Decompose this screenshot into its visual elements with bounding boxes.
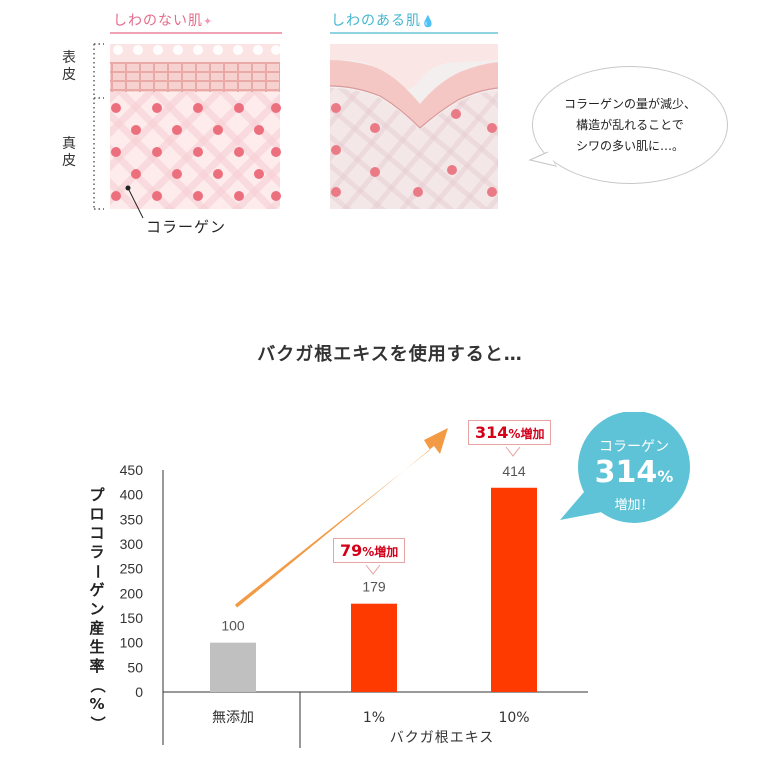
- dermis-label: 真皮: [62, 136, 76, 169]
- bar-value-label: 414: [502, 463, 526, 479]
- y-tick-label: 150: [120, 610, 144, 626]
- y-axis-label-char: ロ: [89, 505, 105, 523]
- sparkle-icon: ✦: [203, 15, 214, 28]
- headline: バクガ根エキスを使用すると…: [257, 344, 523, 365]
- y-axis-label-char: 産: [89, 619, 105, 637]
- no-wrinkle-skin-title: しわのない肌✦: [113, 13, 214, 29]
- y-axis-label-char: ラ: [89, 543, 105, 561]
- y-tick-label: 250: [120, 561, 144, 577]
- callout-1pct-suffix: 増加: [374, 545, 399, 559]
- y-tick-label: 0: [135, 684, 143, 700]
- y-tick-label: 400: [120, 487, 144, 503]
- y-axis-label-char: 生: [89, 638, 105, 656]
- y-axis-label-char: %: [89, 695, 105, 713]
- layer-bracket: [93, 43, 104, 210]
- procollagen-bar-chart: 0 50 100 150 200 250 300 350 400 450 100 無添加 179 1% 41…: [120, 428, 588, 748]
- y-tick-label: 450: [120, 462, 144, 478]
- callout-10pct-value: 314: [475, 423, 509, 442]
- bar-0: [210, 642, 256, 692]
- x-group-label: バクガ根エキス: [390, 730, 495, 746]
- y-axis-label-char: プ: [89, 486, 105, 504]
- growth-arrow: [235, 428, 448, 608]
- collagen-pointer: [125, 185, 144, 219]
- note-bubble: コラーゲンの量が減少、 構造が乱れることで シワの多い肌に…。: [532, 66, 728, 184]
- callout-1pct-value: 79: [340, 541, 363, 560]
- collagen-label: コラーゲン: [146, 218, 227, 236]
- callout-1pct-unit: %: [362, 545, 375, 559]
- note-line: シワの多い肌に…。: [575, 138, 684, 153]
- callout-10pct-suffix: 増加: [520, 427, 545, 441]
- y-axis-label-char: コ: [89, 524, 105, 542]
- note-line: コラーゲンの量が減少、: [563, 96, 696, 111]
- no-wrinkle-skin-illustration: [110, 44, 281, 209]
- callout-10pct-unit: %: [508, 427, 521, 441]
- no-wrinkle-title-underline: [110, 32, 282, 34]
- bar-value-label: 100: [221, 618, 245, 634]
- y-tick-label: 350: [120, 511, 144, 527]
- badge-line3: 増加！: [614, 498, 654, 513]
- callout-10pct-tail: [505, 447, 521, 457]
- x-category-label: 無添加: [212, 710, 254, 726]
- note-bubble-tail-cover: [528, 151, 557, 167]
- collagen-badge-shape: [560, 412, 690, 523]
- y-axis-label-char: 率: [89, 657, 105, 675]
- wrinkle-skin-illustration: [329, 44, 499, 209]
- y-tick-label: 200: [120, 585, 144, 601]
- y-axis-label-char: ゲ: [89, 581, 105, 599]
- epidermis-label: 表皮: [62, 50, 76, 83]
- bar-value-label: 179: [362, 579, 386, 595]
- note-line: 構造が乱れることで: [576, 117, 684, 132]
- y-axis-label-char: ン: [89, 600, 105, 618]
- badge-line1: コラーゲン: [599, 439, 669, 455]
- callout-1pct-tail: [365, 565, 381, 575]
- badge-unit: %: [657, 467, 674, 486]
- droplet-icon: 💧: [421, 15, 436, 28]
- y-tick-label: 100: [120, 635, 144, 651]
- bar-2: [491, 487, 537, 692]
- x-category-label: 10%: [498, 710, 529, 726]
- collagen-badge: コラーゲン 314% 増加！: [578, 436, 690, 513]
- wrinkle-title-underline: [330, 32, 498, 34]
- badge-value: 314: [594, 455, 658, 490]
- y-tick-label: 50: [127, 659, 143, 675]
- bar-1: [351, 603, 397, 692]
- callout-1pct: 79%増加: [333, 538, 406, 563]
- y-tick-label: 300: [120, 536, 144, 552]
- wrinkle-skin-title: しわのある肌💧: [331, 13, 436, 29]
- x-category-label: 1%: [363, 710, 385, 726]
- skin-illustrations: [93, 43, 558, 219]
- y-axis-label: プロコラーゲン産生率（%）: [88, 486, 107, 733]
- callout-10pct: 314%増加: [468, 420, 552, 445]
